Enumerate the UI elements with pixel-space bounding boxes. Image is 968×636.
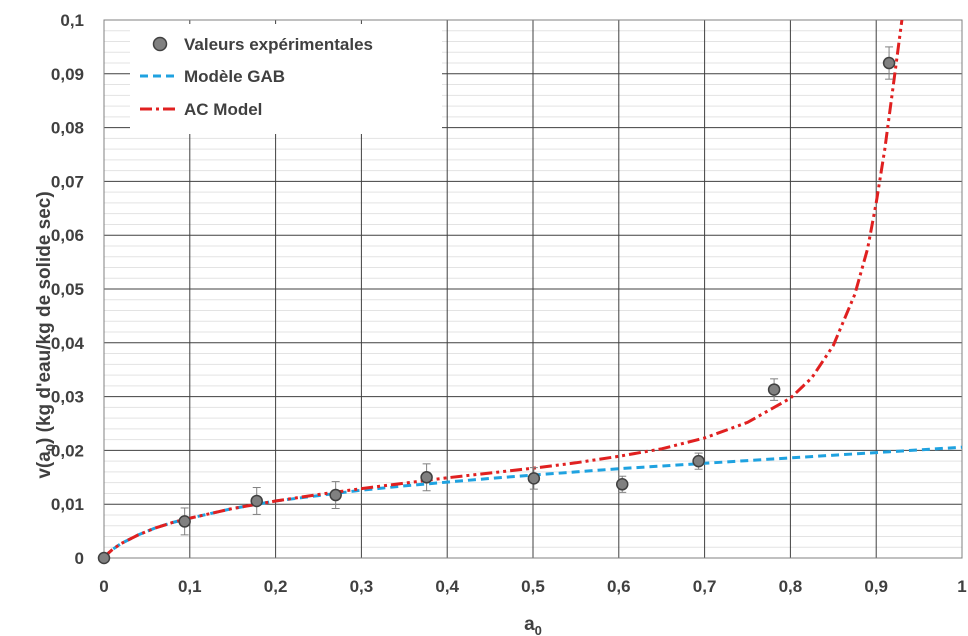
data-points xyxy=(97,46,896,565)
ac-model-curve xyxy=(104,20,904,558)
data-point xyxy=(882,56,896,70)
x-tick-label: 0,8 xyxy=(779,577,803,596)
legend: Valeurs expérimentales Modèle GAB AC Mod… xyxy=(130,24,442,134)
gab-model-curve xyxy=(104,445,962,558)
x-tick-label: 0,3 xyxy=(350,577,374,596)
data-point xyxy=(250,494,263,508)
data-point xyxy=(767,383,781,396)
legend-label-ac: AC Model xyxy=(184,100,262,119)
data-point xyxy=(615,478,629,491)
data-point xyxy=(178,515,191,528)
y-tick-label: 0,07 xyxy=(51,172,84,191)
y-tick-label: 0,09 xyxy=(51,65,84,84)
y-tick-label: 0,05 xyxy=(51,280,84,299)
y-tick-label: 0,01 xyxy=(51,495,84,514)
y-tick-label: 0,04 xyxy=(51,334,85,353)
x-tick-label: 1 xyxy=(957,577,966,596)
x-tick-label: 0,9 xyxy=(864,577,888,596)
y-tick-label: 0,03 xyxy=(51,388,84,407)
data-point xyxy=(329,488,342,502)
data-point xyxy=(527,472,541,485)
y-axis-title: v(a0) (kg d'eau/kg de solide sec) xyxy=(34,191,58,478)
legend-background xyxy=(130,24,442,134)
y-tick-label: 0,08 xyxy=(51,119,84,138)
x-axis-title: a0 xyxy=(524,614,542,636)
x-tick-label: 0 xyxy=(99,577,108,596)
data-point xyxy=(420,471,433,484)
legend-label-experimental: Valeurs expérimentales xyxy=(184,35,373,54)
y-tick-label: 0 xyxy=(75,549,84,568)
x-tick-label: 0,4 xyxy=(435,577,459,596)
y-tick-label: 0,06 xyxy=(51,226,84,245)
x-tick-label: 0,5 xyxy=(521,577,545,596)
y-tick-label: 0,1 xyxy=(60,11,84,30)
x-tick-label: 0,1 xyxy=(178,577,202,596)
x-tick-labels: 0 0,1 0,2 0,3 0,4 0,5 0,6 0,7 0,8 0,9 1 xyxy=(99,577,966,596)
x-tick-label: 0,6 xyxy=(607,577,631,596)
x-tick-label: 0,7 xyxy=(693,577,717,596)
data-point xyxy=(692,454,705,468)
plot-area-border xyxy=(103,19,963,559)
y-tick-labels: 0 0,01 0,02 0,03 0,04 0,05 0,06 0,07 0,08 0,09 0,1 xyxy=(51,11,85,568)
y-tick-label: 0,02 xyxy=(51,441,84,460)
x-tick-label: 0,2 xyxy=(264,577,288,596)
legend-marker-experimental xyxy=(152,36,168,52)
legend-label-gab: Modèle GAB xyxy=(184,67,285,86)
series-lines xyxy=(104,20,962,558)
data-point xyxy=(97,551,111,565)
